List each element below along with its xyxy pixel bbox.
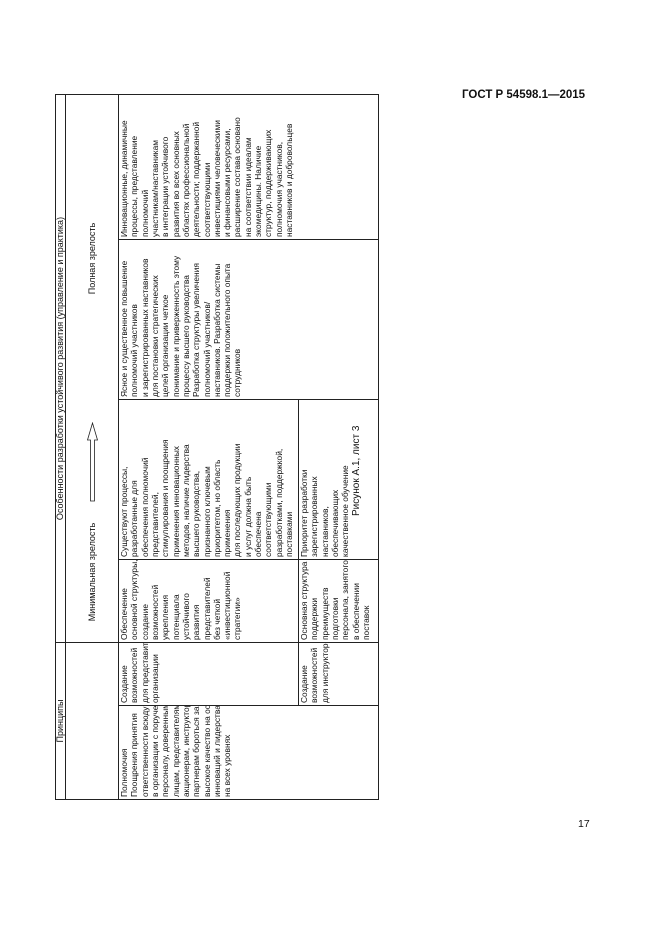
full-maturity-cell: Инновационные, динамичные процессы, пред… [118, 94, 379, 240]
principles-table: Принципы Особенности разработки устойчив… [55, 94, 379, 800]
min-maturity-cell: Обеспечение основной структуры, создание… [118, 559, 299, 643]
rotated-table-container: Принципы Особенности разработки устойчив… [55, 94, 379, 800]
arrow-right-icon [86, 422, 98, 502]
header-principles: Принципы [55, 642, 66, 800]
header-blank [65, 642, 119, 800]
sub-principle-cell: Создание возможностей для инструкторов [298, 642, 379, 706]
sub-principle-cell: Создание возможностей для представителей… [118, 642, 299, 706]
header-features: Особенности разработки устойчивого разви… [55, 94, 66, 643]
full-maturity-label: Полная зрелость [86, 222, 97, 295]
min-maturity-label: Минимальная зрелость [86, 522, 97, 622]
principle-cell: Полномочия Поощрения принятия ответствен… [118, 705, 379, 800]
document-code: ГОСТ Р 54598.1—2015 [462, 89, 586, 101]
mid-maturity-cell: Приоритет разработки зарегистрированных … [298, 399, 379, 560]
page-number: 17 [578, 818, 590, 830]
maturity-scale: Минимальная зрелость Полная зрелость [65, 94, 119, 643]
mid-maturity-cell: Существуют процессы, разработанные для о… [118, 399, 299, 560]
min-maturity-cell: Основная структура поддержки преимуществ… [298, 559, 379, 643]
high-maturity-cell: Ясное и существенное повышение полномочи… [118, 239, 379, 400]
figure-caption: Рисунок А.1, лист 3 [351, 425, 362, 516]
